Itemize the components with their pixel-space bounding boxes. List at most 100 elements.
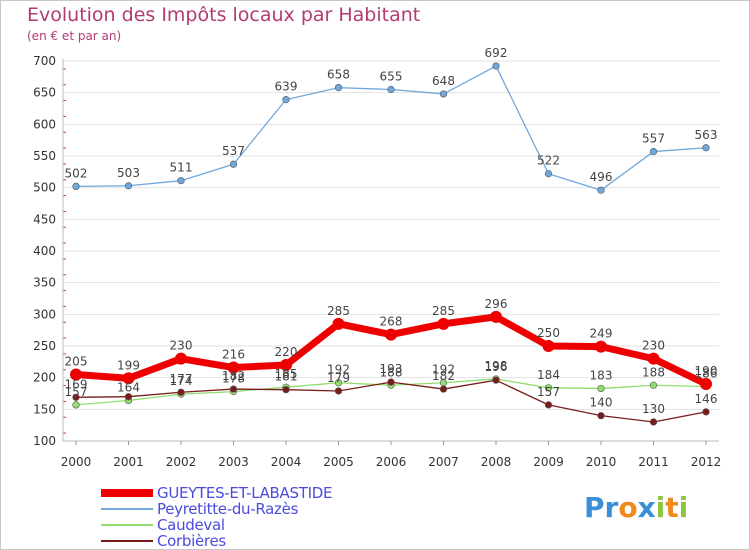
data-label: 196 xyxy=(485,360,508,374)
data-label: 192 xyxy=(432,363,455,377)
data-label: 268 xyxy=(380,315,403,329)
data-label: 179 xyxy=(327,371,350,385)
data-point xyxy=(122,372,135,385)
data-point xyxy=(649,418,658,426)
legend-swatch xyxy=(101,524,153,526)
x-tick-label: 2004 xyxy=(271,455,302,469)
y-tick-label: 500 xyxy=(33,181,56,195)
y-tick-label: 250 xyxy=(33,339,56,353)
data-label: 157 xyxy=(537,385,560,399)
data-point xyxy=(649,147,658,156)
legend-swatch xyxy=(101,540,153,542)
data-label: 146 xyxy=(695,392,718,406)
x-tick-label: 2003 xyxy=(218,455,249,469)
logo-letter: t xyxy=(665,491,679,524)
y-tick-label: 550 xyxy=(33,149,56,163)
data-point xyxy=(282,386,290,394)
data-point xyxy=(385,328,397,341)
data-label: 502 xyxy=(65,166,88,180)
x-tick-label: 2002 xyxy=(166,455,197,469)
data-label: 184 xyxy=(537,368,560,382)
data-point xyxy=(439,90,448,98)
data-point xyxy=(544,384,553,392)
data-label: 140 xyxy=(590,396,613,410)
data-point xyxy=(649,381,658,389)
chart-subtitle: (en € et par an) xyxy=(27,29,122,43)
data-label: 648 xyxy=(432,74,455,88)
data-point xyxy=(387,85,395,94)
logo-letter: r xyxy=(604,491,619,524)
y-tick-label: 300 xyxy=(33,307,56,321)
y-tick-label: 150 xyxy=(33,402,56,416)
logo-letter: i xyxy=(655,491,666,524)
data-label: 190 xyxy=(695,364,718,378)
data-point xyxy=(124,182,133,190)
data-point xyxy=(280,359,292,371)
legend-swatch xyxy=(101,489,153,497)
data-label: 220 xyxy=(275,345,298,359)
data-label: 639 xyxy=(275,80,298,94)
data-label: 230 xyxy=(642,339,665,353)
x-tick-label: 2012 xyxy=(691,455,722,469)
data-point xyxy=(597,412,605,420)
x-tick-label: 2001 xyxy=(113,455,144,469)
data-point xyxy=(175,352,187,365)
legend-item: Caudeval xyxy=(101,516,225,534)
data-label: 169 xyxy=(65,377,88,391)
data-label: 177 xyxy=(170,372,193,386)
data-label: 296 xyxy=(485,297,508,311)
data-point xyxy=(595,340,607,353)
data-label: 185 xyxy=(275,367,298,381)
data-label: 198 xyxy=(485,359,508,373)
proxiti-logo: Proxiti xyxy=(584,491,688,524)
logo-letter: P xyxy=(584,491,605,524)
data-label: 130 xyxy=(642,402,665,416)
data-label: 557 xyxy=(642,132,665,146)
y-tick-label: 450 xyxy=(33,212,56,226)
y-tick-label: 400 xyxy=(33,244,56,258)
data-point xyxy=(72,393,80,401)
y-tick-label: 350 xyxy=(33,276,56,290)
data-point xyxy=(70,368,82,381)
x-tick-label: 2011 xyxy=(638,455,669,469)
data-label: 230 xyxy=(170,339,193,353)
data-point xyxy=(700,378,712,390)
data-label: 658 xyxy=(327,68,350,82)
data-point xyxy=(492,62,500,70)
data-point xyxy=(544,170,553,178)
legend-label: Peyretitte-du-Razès xyxy=(157,500,299,518)
legend-label: Caudeval xyxy=(157,516,225,534)
y-tick-label: 600 xyxy=(33,117,56,131)
data-label: 157 xyxy=(65,385,88,399)
x-tick-label: 2005 xyxy=(323,455,354,469)
data-point xyxy=(334,379,343,387)
data-label: 216 xyxy=(222,348,245,362)
data-label: 285 xyxy=(432,304,455,318)
data-point xyxy=(702,144,710,152)
y-tick-label: 650 xyxy=(33,86,56,100)
data-point xyxy=(544,401,553,409)
logo-letter: o xyxy=(618,491,638,524)
data-label: 174 xyxy=(170,374,193,388)
data-point xyxy=(334,387,343,395)
data-point xyxy=(334,83,343,92)
data-label: 181 xyxy=(275,370,298,384)
data-point xyxy=(227,361,240,374)
data-point xyxy=(647,352,660,365)
x-tick-label: 2008 xyxy=(481,455,512,469)
x-tick-label: 2007 xyxy=(428,455,459,469)
data-label: 537 xyxy=(222,144,245,158)
logo-letter: x xyxy=(637,491,656,524)
data-point xyxy=(124,393,133,401)
data-label: 186 xyxy=(695,367,718,381)
legend-label: Corbières xyxy=(157,532,226,550)
data-point xyxy=(439,385,448,393)
data-label: 192 xyxy=(327,363,350,377)
data-label: 182 xyxy=(432,369,455,383)
data-point xyxy=(597,384,605,393)
y-tick-label: 100 xyxy=(33,434,56,448)
data-point xyxy=(282,96,290,104)
data-point xyxy=(437,317,450,330)
